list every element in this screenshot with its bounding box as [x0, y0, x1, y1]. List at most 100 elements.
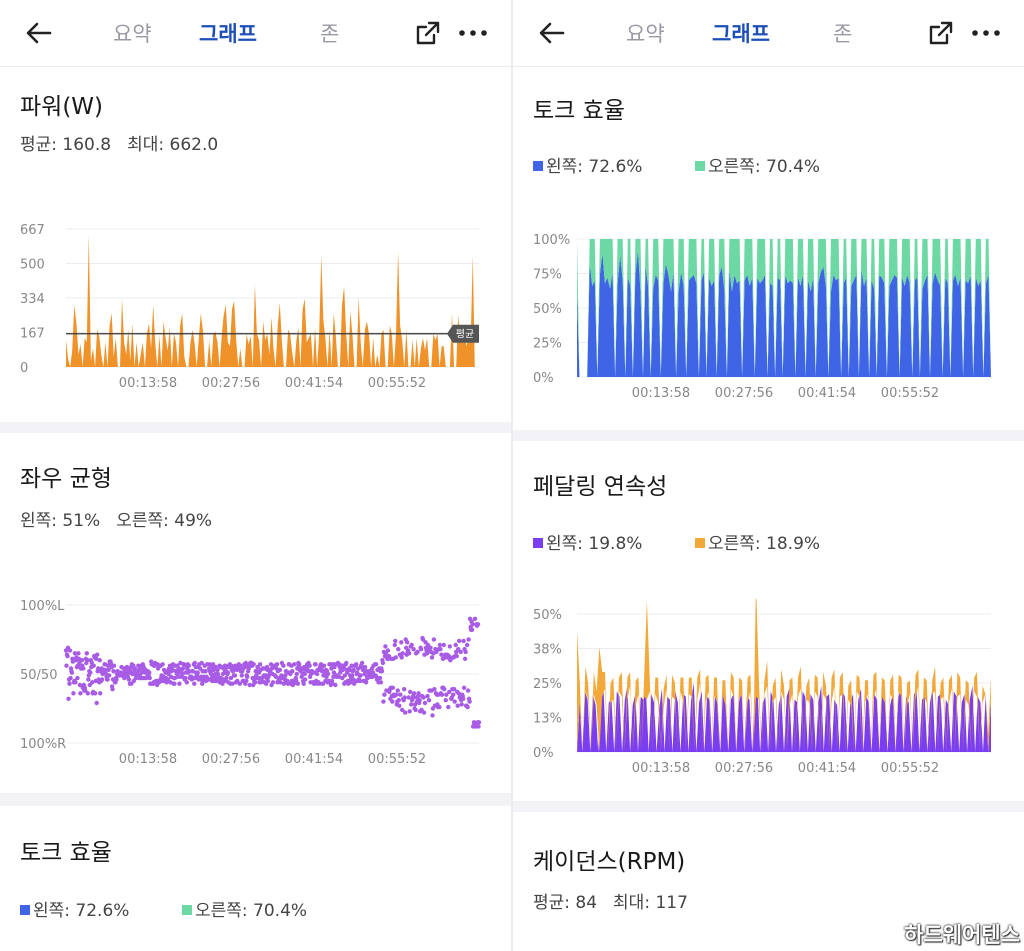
scatter-point [373, 662, 379, 667]
scatter-point [350, 673, 355, 678]
pedaling-right-label: 오른쪽: 18.9% [708, 534, 821, 554]
top-bar: 요약 그래프 존 [513, 0, 1024, 67]
torque-right-label: 오른쪽: 70.4% [195, 901, 308, 921]
y-tick-label: 50% [533, 302, 562, 317]
scatter-point [232, 673, 238, 678]
scatter-point [65, 653, 70, 659]
scatter-point [358, 678, 363, 684]
torque-right-label: 오른쪽: 70.4% [708, 157, 821, 177]
pedaling-title: 페달링 연속성 [533, 474, 668, 500]
scatter-point [358, 673, 363, 678]
scatter-point [416, 691, 421, 696]
scatter-point [88, 670, 93, 675]
scatter-point [421, 695, 426, 700]
y-tick-label: 75% [533, 268, 562, 283]
y-tick-label: 500 [20, 258, 45, 273]
scatter-point [418, 647, 424, 652]
scatter-point [225, 670, 231, 675]
tab-summary[interactable]: 요약 [113, 22, 152, 46]
y-tick-label: 13% [533, 712, 562, 727]
x-tick-label: 00:41:54 [285, 376, 343, 391]
scatter-point [385, 648, 391, 653]
scatter-point [363, 680, 369, 685]
scatter-point [274, 662, 280, 667]
torque-left-area [577, 250, 991, 377]
tab-graph[interactable]: 그래프 [199, 22, 257, 46]
scatter-point [455, 703, 460, 708]
external-link-icon[interactable] [928, 20, 954, 46]
scatter-point [426, 698, 432, 703]
scatter-point [295, 681, 300, 686]
tab-zone[interactable]: 존 [833, 22, 853, 46]
scatter-point [437, 704, 442, 710]
scatter-point [378, 680, 384, 685]
y-tick-label: 38% [533, 643, 562, 658]
scatter-point [253, 680, 258, 685]
scatter-point [190, 669, 195, 674]
tab-graph[interactable]: 그래프 [712, 22, 770, 46]
scatter-point [459, 702, 464, 707]
arrow-left-icon[interactable] [537, 18, 567, 48]
scatter-point [467, 699, 472, 704]
more-horizontal-icon[interactable] [458, 22, 488, 44]
scatter-point [407, 709, 412, 714]
scatter-point [399, 640, 404, 645]
tab-zone[interactable]: 존 [320, 22, 340, 46]
scatter-point [406, 695, 411, 700]
scatter-point [344, 660, 349, 666]
scatter-point [68, 675, 73, 681]
legend-left-item: 왼쪽: 72.6% [533, 157, 642, 177]
balance-stats: 왼쪽: 51% 오른쪽: 49% [20, 506, 212, 531]
scatter-point [244, 678, 249, 684]
more-horizontal-icon[interactable] [971, 22, 1001, 44]
scatter-point [313, 662, 318, 667]
scatter-point [273, 674, 279, 679]
power-avg: 평균: 160.8 [20, 135, 112, 155]
scatter-point [403, 710, 408, 715]
scatter-point [453, 642, 458, 648]
scatter-point [333, 682, 338, 688]
scatter-point [184, 680, 189, 685]
top-bar: 요약 그래프 존 [0, 0, 511, 67]
power-stats: 평균: 160.8 최대: 662.0 [20, 130, 218, 155]
scatter-point [111, 669, 116, 674]
scatter-point [224, 675, 229, 681]
scatter-point [428, 645, 433, 650]
balance-chart: 100%L 50/50 100%R 00:13:58 00:27:56 00:41:54 0… [20, 599, 482, 767]
scatter-point [325, 671, 331, 677]
scatter-point [303, 677, 308, 682]
scatter-point [476, 724, 481, 729]
scatter-point [77, 682, 83, 688]
external-link-icon[interactable] [415, 20, 441, 46]
scatter-point [444, 692, 449, 697]
scatter-point [67, 681, 72, 686]
x-tick-label: 00:55:52 [368, 752, 426, 767]
scatter-point [277, 667, 283, 673]
y-tick-label: 25% [533, 677, 562, 692]
x-tick-label: 00:41:54 [798, 386, 856, 401]
scatter-point [183, 675, 188, 681]
scatter-point [392, 642, 397, 648]
scatter-point [464, 642, 470, 648]
pedaling-chart: 50% 38% 25% 13% 0% 00:13:58 00:27:56 00:41:54 00… [533, 599, 991, 776]
scatter-point [85, 691, 91, 696]
scatter-point [105, 677, 110, 682]
scatter-point [268, 662, 274, 667]
scatter-point [215, 667, 220, 673]
scatter-point [86, 677, 91, 682]
scatter-point [461, 638, 466, 644]
scatter-point [203, 669, 208, 674]
y-tick-label: 334 [20, 292, 45, 307]
scatter-point [420, 637, 426, 642]
tab-summary[interactable]: 요약 [626, 22, 665, 46]
scatter-point [396, 647, 401, 652]
scatter-point [405, 640, 410, 645]
scatter-point [99, 677, 105, 682]
scatter-point [397, 703, 402, 708]
scatter-point [98, 691, 103, 696]
scatter-point [396, 698, 401, 703]
scatter-point [64, 663, 69, 668]
arrow-left-icon[interactable] [24, 18, 54, 48]
power-area [66, 234, 479, 367]
balance-left: 왼쪽: 51% [20, 511, 101, 531]
